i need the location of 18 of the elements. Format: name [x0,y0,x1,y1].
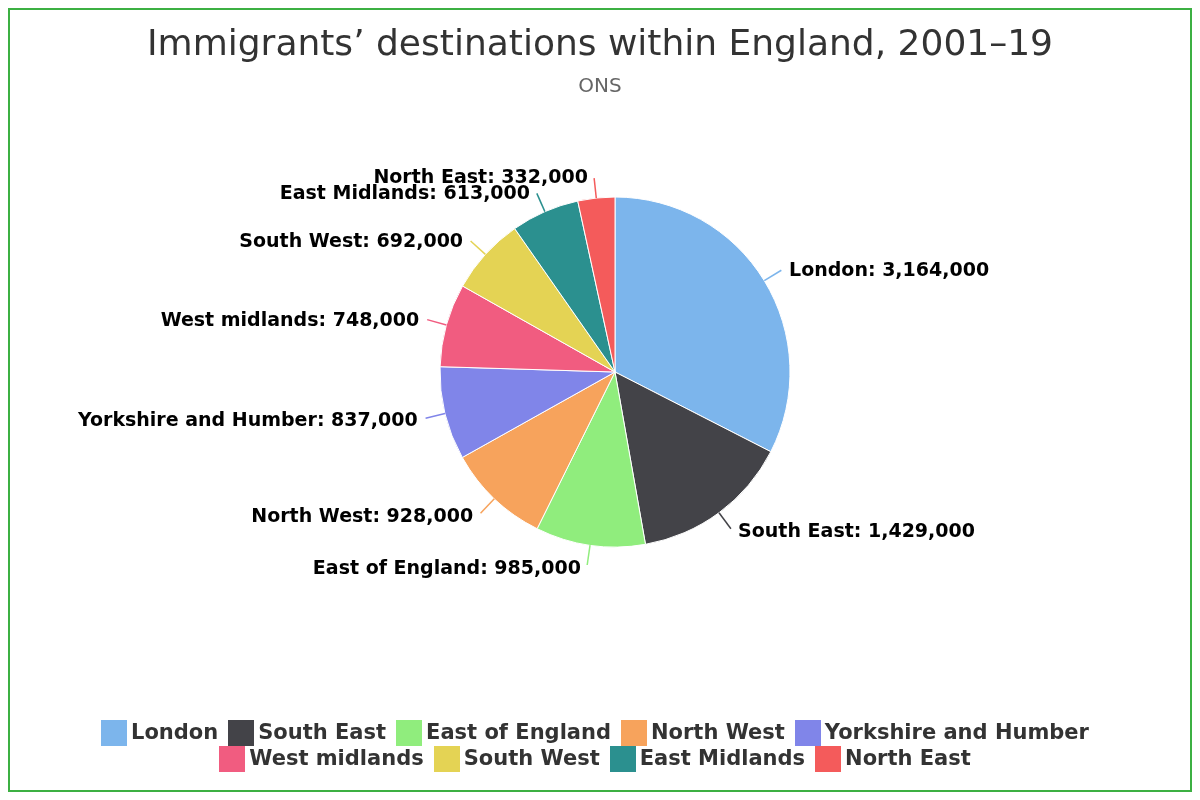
legend-label: West midlands [249,746,424,770]
legend-label: East Midlands [639,746,806,770]
data-label: London: 3,164,000 [789,258,990,281]
chart-subtitle: ONS [577,73,623,97]
legend-label: London [131,720,219,744]
data-label: North West: 928,000 [251,503,474,526]
legend-label: Yorkshire and Humber [824,720,1089,744]
legend-label: South East [258,720,387,744]
legend-label: East of England [426,720,611,744]
legend-label: South West [463,746,600,770]
legend-label: North East [845,746,971,770]
legend-label: North West [651,720,785,744]
data-label: South West: 692,000 [239,228,464,251]
data-label: East of England: 985,000 [312,555,581,578]
data-label: West midlands: 748,000 [160,308,420,331]
data-label: Yorkshire and Humber: 837,000 [76,407,418,430]
chart-title: Immigrants’ destinations within England, 2001–19 [145,22,1054,63]
data-label: South East: 1,429,000 [738,519,975,542]
